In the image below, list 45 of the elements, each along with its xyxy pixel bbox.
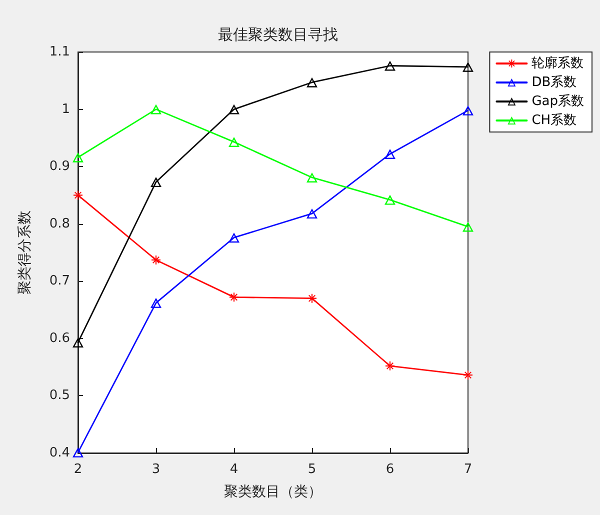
point (308, 294, 316, 303)
y-tick-label: 0.4 (49, 446, 70, 460)
point (384, 60, 396, 71)
point (72, 447, 84, 458)
legend-label: 轮廓系数 (532, 56, 584, 71)
point (464, 370, 472, 380)
point (306, 77, 318, 88)
point (152, 255, 160, 264)
legend-label: Gap系数 (532, 94, 584, 109)
legend-label: DB系数 (532, 75, 577, 90)
point (228, 136, 240, 147)
x-axis-title: 聚类数目（类） (224, 484, 322, 500)
point (228, 104, 240, 114)
point (384, 194, 396, 205)
point (384, 148, 396, 159)
x-tick-label: 3 (152, 462, 160, 477)
point (150, 177, 162, 188)
point (462, 222, 474, 232)
y-tick-label: 0.9 (49, 159, 70, 174)
chart-title: 最佳聚类数目寻找 (218, 26, 338, 44)
point (150, 104, 162, 114)
y-tick-label: 1.1 (49, 44, 70, 60)
point (72, 337, 84, 348)
y-tick-label: 1 (62, 102, 70, 117)
y-tick-label: 0.6 (49, 330, 70, 346)
point (74, 190, 82, 200)
point (462, 62, 474, 72)
point (72, 152, 84, 162)
x-tick-label: 4 (230, 462, 238, 477)
x-tick-label: 2 (74, 462, 82, 477)
x-tick-label: 5 (308, 462, 316, 477)
y-axis-title: 聚类得分系数 (17, 210, 33, 294)
point (306, 208, 318, 219)
point (230, 292, 238, 302)
point (306, 172, 318, 182)
x-tick-label: 7 (464, 462, 472, 477)
x-tick-label: 6 (386, 462, 394, 477)
point (228, 232, 240, 243)
y-tick-label: 0.7 (49, 274, 70, 289)
legend-label: CH系数 (532, 113, 577, 128)
point (462, 105, 474, 116)
point (150, 298, 162, 308)
point (386, 361, 394, 370)
y-tick-label: 0.8 (49, 216, 70, 232)
y-tick-label: 0.5 (49, 388, 70, 404)
